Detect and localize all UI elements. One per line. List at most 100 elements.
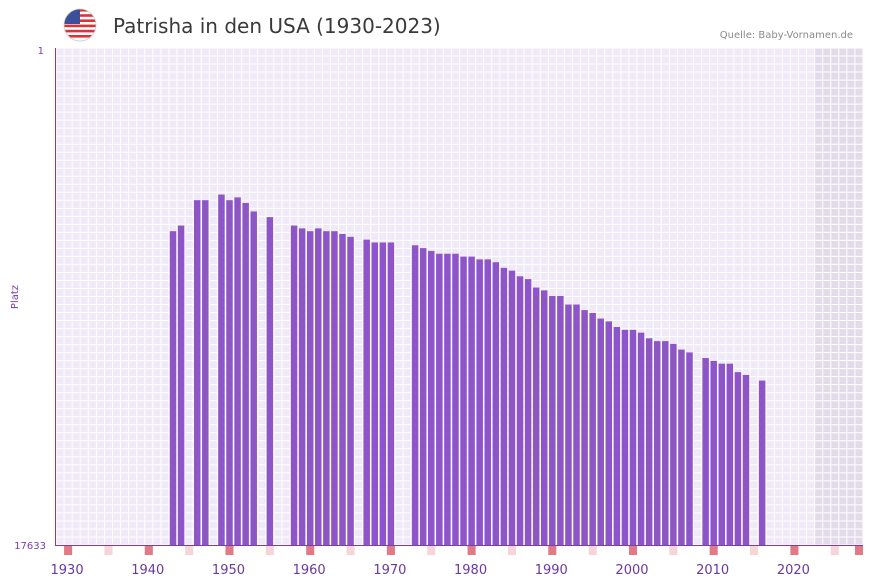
bar <box>177 225 185 545</box>
y-bottom-label: 17633 <box>14 541 46 552</box>
bar <box>218 194 225 546</box>
bar <box>758 380 766 545</box>
bar <box>234 197 241 545</box>
bar <box>516 276 524 545</box>
bar <box>613 327 621 545</box>
bar <box>460 256 467 545</box>
bar <box>662 341 669 545</box>
bar <box>315 228 322 545</box>
bar <box>452 253 459 545</box>
bar <box>339 234 346 546</box>
marker-light <box>588 546 597 555</box>
bar <box>653 341 661 545</box>
x-tick-label: 2020 <box>777 563 810 578</box>
bar <box>686 352 693 545</box>
x-tick-label: 1960 <box>293 563 326 578</box>
bar <box>532 287 540 545</box>
bar <box>298 228 306 545</box>
grid-lines <box>55 47 864 546</box>
marker-strong <box>854 546 863 555</box>
bar <box>549 296 556 545</box>
marker-light <box>750 546 759 555</box>
bar <box>637 332 645 545</box>
bar <box>702 358 709 545</box>
marker-light <box>104 546 113 555</box>
x-tick-label: 1930 <box>51 563 84 578</box>
bar <box>363 239 370 545</box>
bar <box>266 217 274 545</box>
marker-strong <box>790 546 799 555</box>
decade-markers <box>64 546 863 555</box>
bar <box>468 256 475 545</box>
bar <box>436 253 443 545</box>
marker-light <box>830 546 839 555</box>
marker-strong <box>306 546 315 555</box>
bar <box>734 372 742 545</box>
bar <box>169 231 177 545</box>
bar <box>193 200 201 545</box>
marker-strong <box>386 546 395 555</box>
bar <box>202 200 209 545</box>
bar <box>419 248 427 545</box>
marker-light <box>427 546 436 555</box>
bar <box>581 310 588 545</box>
marker-strong <box>225 546 234 555</box>
marker-light <box>346 546 355 555</box>
source-label: Quelle: Baby-Vornamen.de <box>719 30 853 41</box>
bar <box>718 363 726 545</box>
bar <box>565 304 572 545</box>
bar <box>444 253 451 545</box>
bar <box>484 259 491 545</box>
bar <box>605 321 613 545</box>
marker-strong <box>548 546 557 555</box>
marker-light <box>265 546 274 555</box>
bar <box>476 259 483 545</box>
marker-strong <box>628 546 638 555</box>
marker-strong <box>64 546 73 555</box>
bar <box>323 231 330 545</box>
bar <box>726 363 734 545</box>
bar <box>557 296 564 545</box>
bar <box>331 231 338 545</box>
bar <box>710 360 717 545</box>
x-tick-label: 1940 <box>131 563 164 578</box>
bar <box>742 374 750 545</box>
bar <box>379 242 387 545</box>
chart-title: Patrisha in den USA (1930-2023) <box>113 14 441 38</box>
bar <box>290 225 298 545</box>
marker-light <box>507 546 516 555</box>
marker-strong <box>467 546 476 555</box>
x-tick-label: 2010 <box>696 563 729 578</box>
bar <box>347 236 354 545</box>
bars-group <box>169 194 766 546</box>
bar <box>250 211 257 545</box>
bar <box>589 312 596 545</box>
x-tick-label: 1970 <box>373 563 406 578</box>
bar <box>492 262 500 545</box>
bar <box>573 304 580 545</box>
bar <box>306 231 314 545</box>
bar <box>597 318 604 545</box>
bar <box>508 270 516 545</box>
y-top-label: 1 <box>38 46 44 57</box>
x-axis-ticks: 1930 1940 1950 1960 1970 1980 1990 2000 2010 2020 <box>51 563 810 578</box>
x-tick-label: 1950 <box>212 563 245 578</box>
x-tick-label: 1980 <box>454 563 487 578</box>
bar <box>226 200 233 545</box>
bar <box>500 267 508 545</box>
bar <box>541 290 548 545</box>
bar <box>629 329 637 545</box>
bar <box>242 203 249 545</box>
marker-strong <box>144 546 153 555</box>
bar <box>678 349 685 545</box>
bar <box>428 250 435 545</box>
marker-strong <box>709 546 718 555</box>
marker-light <box>185 546 194 555</box>
x-tick-label: 2000 <box>615 563 648 578</box>
usa-flag-icon <box>63 8 97 42</box>
bar <box>621 329 629 545</box>
bar <box>670 343 677 545</box>
marker-light <box>669 546 678 555</box>
bar <box>411 245 419 546</box>
